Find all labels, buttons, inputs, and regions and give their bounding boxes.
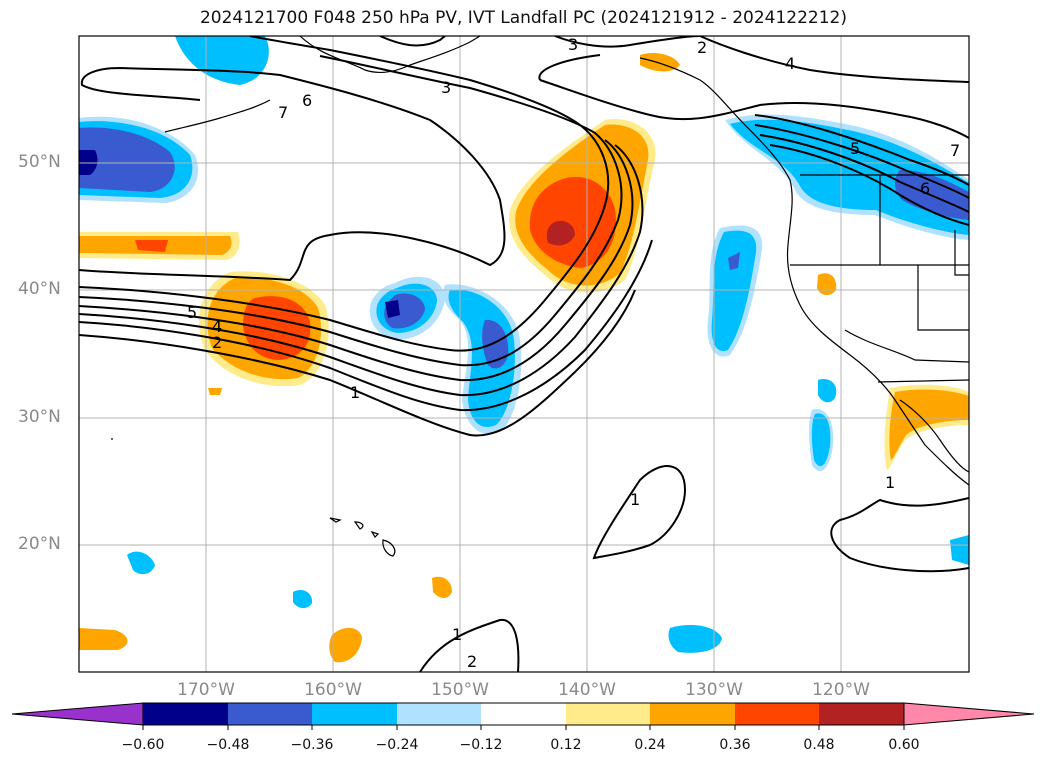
colorbar-tick-label: −0.60	[121, 737, 165, 753]
lon-label-150w: 150°W	[431, 680, 489, 700]
lat-label-30n: 30°N	[18, 407, 61, 427]
colorbar-tick-label: 0.36	[719, 737, 751, 753]
colorbar-bin	[819, 703, 904, 725]
contour-label: 6	[302, 91, 312, 110]
colorbar-bin	[566, 703, 650, 725]
colorbar-tick-label: −0.48	[206, 737, 250, 753]
contour-label: 3	[568, 35, 578, 54]
contour-label: 1	[885, 473, 895, 492]
contour-labels: 7 6 3 3 2 4 5 7 6 5 4 2 1 1 1 1 2	[187, 35, 960, 671]
colorbar-bin	[143, 703, 228, 725]
colorbar-extend-low	[11, 702, 144, 726]
contour-label: 4	[785, 54, 795, 73]
map-title: 2024121700 F048 250 hPa PV, IVT Landfall…	[199, 8, 847, 28]
coastlines	[111, 36, 969, 557]
colorbar-bin	[312, 703, 397, 725]
colorbar-tick-label: −0.12	[459, 737, 503, 753]
map-frame	[78, 35, 970, 673]
contour-label: 1	[452, 625, 462, 644]
colorbar-tick-label: 0.48	[803, 737, 835, 753]
contour-label: 5	[187, 303, 197, 322]
contour-label: 5	[850, 139, 860, 158]
lon-label-140w: 140°W	[558, 680, 616, 700]
contour-label: 3	[441, 78, 451, 97]
contour-label: 1	[630, 490, 640, 509]
colorbar-bin	[481, 703, 566, 725]
colorbar-tick-label: 0.24	[634, 737, 666, 753]
contour-label: 2	[467, 652, 477, 671]
colorbar-tick-label: −0.36	[290, 737, 334, 753]
contour-label: 2	[212, 333, 222, 352]
colorbar-bin	[735, 703, 819, 725]
colorbar-tick-label: 0.12	[550, 737, 582, 753]
contour-label: 7	[278, 103, 288, 122]
contour-label: 1	[350, 383, 360, 402]
colorbar-bin	[397, 703, 481, 725]
map-area: 7 6 3 3 2 4 5 7 6 5 4 2 1 1 1 1 2	[79, 35, 969, 672]
lon-label-160w: 160°W	[304, 680, 362, 700]
lat-label-20n: 20°N	[18, 534, 61, 554]
colorbar-tick-label: −0.24	[375, 737, 419, 753]
colorbar	[11, 702, 1035, 730]
lat-label-50n: 50°N	[18, 152, 61, 172]
colorbar-tick-label: 0.60	[888, 737, 920, 753]
lon-label-120w: 120°W	[812, 680, 870, 700]
contour-label: 2	[697, 38, 707, 57]
lon-label-130w: 130°W	[685, 680, 743, 700]
colorbar-extend-high	[903, 702, 1035, 726]
lat-label-40n: 40°N	[18, 279, 61, 299]
colorbar-bin	[650, 703, 735, 725]
colorbar-bin	[228, 703, 312, 725]
contour-label: 7	[950, 141, 960, 160]
pv-contours	[79, 36, 969, 672]
contour-label: 4	[212, 317, 222, 336]
lon-label-170w: 170°W	[177, 680, 235, 700]
contour-label: 6	[920, 179, 930, 198]
graticule	[79, 36, 969, 672]
